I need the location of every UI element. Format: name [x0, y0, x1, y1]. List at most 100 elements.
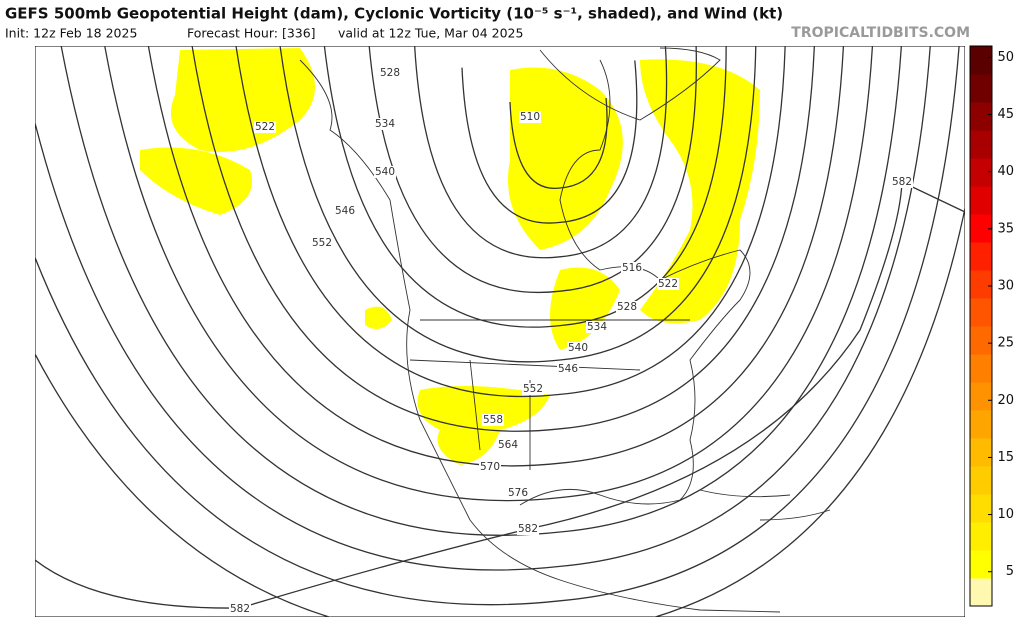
label-bg — [522, 383, 544, 395]
contour-labels: 528 522 534 540 546 552 510 516 522 528 534 540 546 5… — [229, 67, 913, 615]
contour-line — [279, 46, 757, 363]
contour-label: 546 — [335, 205, 355, 217]
colorbar-tick-label: 5 — [1006, 564, 1014, 579]
contour-label: 528 — [617, 301, 637, 313]
colorbar-tick-label: 25 — [997, 336, 1014, 351]
colorbar-tick-label: 45 — [997, 107, 1014, 122]
contour-label: 570 — [480, 461, 500, 473]
contour-line — [35, 46, 931, 571]
label-bg — [229, 603, 251, 615]
colorbar-tick-label: 10 — [997, 507, 1014, 522]
coastlines — [299, 47, 831, 613]
colorbar: 5 10 15 20 25 30 35 40 45 50 — [969, 45, 1014, 607]
colorbar-segment — [970, 186, 992, 215]
valid-label: valid at 12z Tue, Mar 04 2025 — [338, 26, 523, 41]
colorbar-segment — [970, 382, 992, 411]
label-bg — [311, 237, 333, 249]
colorbar-segment — [970, 158, 992, 187]
colorbar-segment — [970, 102, 992, 131]
colorbar-tick-label: 20 — [997, 393, 1014, 408]
init-label: Init: 12z Feb 18 2025 — [5, 26, 137, 41]
watermark: TROPICALTIDBITS.COM — [791, 25, 970, 41]
colorbar-segment — [970, 46, 992, 75]
colorbar-segment — [970, 326, 992, 355]
label-bg — [621, 262, 643, 274]
colorbar-tick-label: 30 — [997, 279, 1014, 294]
contour-line — [461, 60, 638, 224]
contour-label: 582 — [230, 603, 250, 615]
colorbar-segment — [970, 242, 992, 271]
contour-line — [35, 46, 960, 606]
colorbar-segment — [970, 494, 992, 523]
contour-label: 516 — [622, 262, 642, 274]
contour-label: 564 — [498, 439, 518, 451]
vorticity-shading — [140, 48, 760, 465]
contour-line — [323, 46, 727, 328]
colorbar-segment — [970, 522, 992, 551]
colorbar-segment — [970, 298, 992, 327]
label-bg — [557, 363, 579, 375]
colorbar-segment — [970, 578, 992, 607]
colorbar-frame — [969, 45, 993, 607]
contour-line — [60, 46, 902, 536]
contour-line — [368, 46, 698, 294]
label-bg — [254, 121, 276, 133]
contour-label: 522 — [255, 121, 275, 133]
forecast-label: Forecast Hour: [336] — [187, 26, 316, 41]
label-bg — [657, 278, 679, 290]
colorbar-segment — [970, 550, 992, 579]
label-bg — [374, 118, 396, 130]
contour-line — [414, 46, 668, 259]
map: 528 522 534 540 546 552 510 516 522 528 534 540 546 5… — [35, 46, 965, 617]
label-bg — [497, 439, 519, 451]
label-bg — [482, 414, 504, 426]
contour-line — [509, 97, 608, 189]
title: GEFS 500mb Geopotential Height (dam), Cy… — [5, 5, 783, 23]
contour-label: 546 — [558, 363, 578, 375]
colorbar-segment — [970, 130, 992, 159]
contour-label: 582 — [892, 176, 912, 188]
contour-label: 582 — [518, 523, 538, 535]
label-bg — [507, 487, 529, 499]
contour-label: 576 — [508, 487, 528, 499]
contour-label: 552 — [312, 237, 332, 249]
label-bg — [334, 205, 356, 217]
map-frame — [35, 46, 965, 617]
label-bg — [379, 67, 401, 79]
contour-label: 534 — [587, 321, 607, 333]
contour-label: 540 — [375, 166, 395, 178]
label-bg — [586, 321, 608, 333]
contour-line — [104, 46, 873, 502]
contour-label: 510 — [520, 111, 540, 123]
label-bg — [374, 166, 396, 178]
colorbar-segment — [970, 466, 992, 495]
colorbar-tick-label: 35 — [997, 221, 1014, 236]
label-bg — [891, 176, 913, 188]
contour-label: 522 — [658, 278, 678, 290]
contour-line — [235, 46, 786, 398]
colorbar-tick-label: 40 — [997, 164, 1014, 179]
label-bg — [519, 111, 541, 123]
contour-line — [147, 46, 844, 467]
contour-label: 540 — [568, 342, 588, 354]
contour-label: 534 — [375, 118, 395, 130]
height-contours — [35, 46, 965, 617]
contour-label: 528 — [380, 67, 400, 79]
colorbar-segment — [970, 214, 992, 243]
colorbar-segment — [970, 438, 992, 467]
contour-label: 552 — [523, 383, 543, 395]
colorbar-tick-label: 50 — [997, 50, 1014, 65]
contour-line — [35, 180, 965, 609]
label-bg — [479, 461, 501, 473]
contour-line — [191, 46, 815, 432]
label-bg — [517, 523, 539, 535]
colorbar-segment — [970, 74, 992, 103]
contour-label: 558 — [483, 414, 503, 426]
colorbar-tick-label: 15 — [997, 450, 1014, 465]
colorbar-segment — [970, 270, 992, 299]
label-bg — [567, 342, 589, 354]
colorbar-segment — [970, 354, 992, 383]
colorbar-segment — [970, 410, 992, 439]
